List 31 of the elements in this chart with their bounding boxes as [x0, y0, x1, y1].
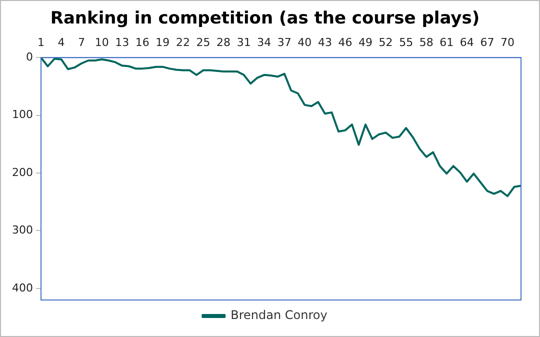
x-tick-label: 58 [419, 36, 434, 49]
x-tick-label: 22 [176, 36, 190, 49]
y-tick-label: 200 [12, 166, 33, 179]
x-tick-label: 49 [358, 36, 373, 49]
x-tick-label: 34 [257, 36, 272, 49]
x-tick-label: 46 [338, 36, 352, 49]
y-tick-label: 100 [12, 108, 33, 122]
x-tick-label: 61 [440, 36, 454, 49]
x-tick-label: 1 [37, 36, 44, 49]
x-tick-label: 19 [156, 36, 170, 49]
x-tick-label: 43 [318, 36, 332, 49]
y-tick-label: 400 [12, 281, 33, 294]
x-tick-label: 13 [115, 36, 130, 49]
x-tick-label: 16 [135, 36, 150, 49]
x-tick-label: 31 [236, 36, 251, 49]
chart-title: Ranking in competition (as the course plays) [50, 8, 480, 29]
x-tick-label: 37 [277, 36, 292, 49]
x-tick-label: 7 [78, 36, 86, 49]
x-tick-label: 67 [480, 36, 494, 49]
x-tick-label: 25 [196, 36, 210, 49]
x-tick-label: 70 [500, 36, 514, 49]
y-tick-label: 300 [12, 224, 33, 237]
x-tick-label: 55 [399, 36, 414, 49]
x-tick-label: 40 [298, 36, 312, 49]
x-tick-label: 64 [460, 36, 474, 49]
x-tick-label: 52 [378, 36, 393, 49]
x-tick-label: 28 [216, 36, 231, 49]
x-tick-label: 10 [94, 36, 109, 49]
x-tick-label: 4 [58, 36, 65, 49]
y-tick-label: 0 [26, 50, 33, 64]
legend-label: Brendan Conroy [230, 308, 328, 322]
